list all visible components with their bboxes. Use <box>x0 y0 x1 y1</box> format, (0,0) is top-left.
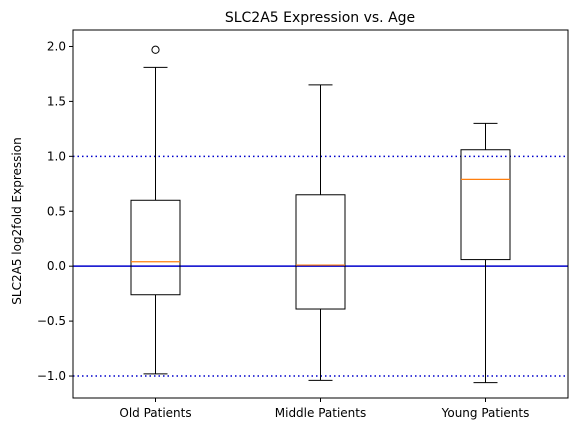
outlier-point <box>151 45 160 54</box>
x-tick-label: Middle Patients <box>275 406 367 420</box>
y-tick-label: −1.0 <box>37 369 66 383</box>
chart-title: SLC2A5 Expression vs. Age <box>225 10 415 26</box>
y-axis-label: SLC2A5 log2fold Expression <box>10 137 24 304</box>
y-tick-label: 0.0 <box>47 259 66 273</box>
y-tick-label: 0.5 <box>47 204 66 218</box>
box-group-1 <box>295 84 346 381</box>
y-tick-label: 1.5 <box>47 94 66 108</box>
plot-area <box>73 45 568 384</box>
box-body <box>460 149 511 261</box>
x-tick-label: Young Patients <box>441 406 530 420</box>
box-group-0 <box>130 45 181 375</box>
y-tick-label: 1.0 <box>47 149 66 163</box>
box-body <box>295 194 346 310</box>
y-tick-label: −0.5 <box>37 314 66 328</box>
y-tick-label: 2.0 <box>47 39 66 53</box>
y-axis: −1.0 −0.5 0.0 0.5 1.0 1.5 2.0 <box>37 39 73 383</box>
box-group-2 <box>460 122 511 384</box>
box-body <box>130 199 181 296</box>
x-tick-label: Old Patients <box>119 406 191 420</box>
x-axis: Old Patients Middle Patients Young Patient… <box>119 398 529 420</box>
